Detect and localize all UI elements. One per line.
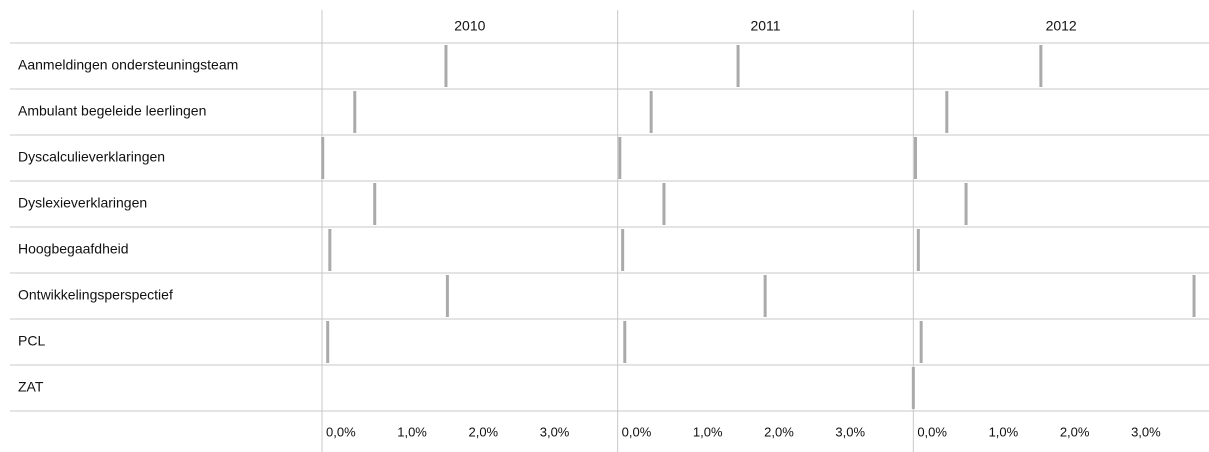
- x-tick-label: 3,0%: [1131, 424, 1161, 439]
- panel-title: 2012: [1046, 18, 1077, 34]
- row-label: Dyscalculieverklaringen: [18, 149, 165, 165]
- x-tick-label: 2,0%: [468, 424, 498, 439]
- x-tick-label: 1,0%: [693, 424, 723, 439]
- row-label: Dyslexieverklaringen: [18, 195, 147, 211]
- x-tick-label: 0,0%: [622, 424, 652, 439]
- row-label: Ontwikkelingsperspectief: [18, 287, 173, 303]
- x-tick-label: 2,0%: [764, 424, 794, 439]
- x-tick-label: 3,0%: [540, 424, 570, 439]
- x-tick-label: 0,0%: [326, 424, 356, 439]
- panel-title: 2010: [454, 18, 485, 34]
- row-label: Hoogbegaafdheid: [18, 241, 129, 257]
- x-tick-label: 1,0%: [397, 424, 427, 439]
- row-label: ZAT: [18, 379, 44, 395]
- row-label: PCL: [18, 333, 45, 349]
- x-tick-label: 3,0%: [835, 424, 865, 439]
- row-label: Ambulant begeleide leerlingen: [18, 103, 206, 119]
- x-tick-label: 1,0%: [989, 424, 1019, 439]
- panel-title: 2011: [750, 18, 780, 34]
- x-tick-label: 2,0%: [1060, 424, 1090, 439]
- row-label: Aanmeldingen ondersteuningsteam: [18, 57, 238, 73]
- x-tick-label: 0,0%: [917, 424, 947, 439]
